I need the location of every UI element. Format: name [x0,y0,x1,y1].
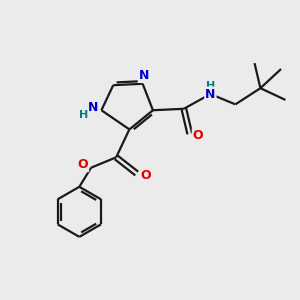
Text: O: O [193,129,203,142]
Text: N: N [205,88,215,100]
Text: O: O [140,169,151,182]
Text: O: O [78,158,88,171]
Text: N: N [139,69,149,82]
Text: H: H [79,110,88,120]
Text: N: N [88,101,98,114]
Text: H: H [206,81,215,91]
